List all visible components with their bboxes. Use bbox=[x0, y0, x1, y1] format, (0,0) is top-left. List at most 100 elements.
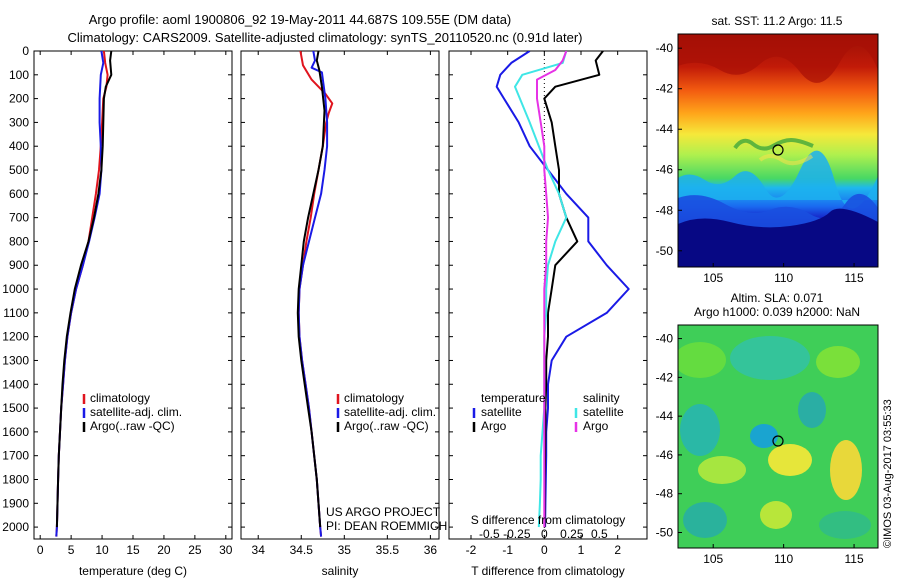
x2-tick-label: 0.25 bbox=[560, 527, 584, 541]
y-tick-label: 0 bbox=[22, 44, 29, 58]
legend-label: climatology bbox=[344, 391, 404, 405]
x-tick-label: 35 bbox=[338, 543, 352, 557]
map-x-tick-label: 110 bbox=[774, 552, 793, 566]
sla-argo-marker bbox=[772, 435, 784, 447]
legend-label: satellite-adj. clim. bbox=[90, 405, 182, 419]
legend-label: satellite-adj. clim. bbox=[344, 405, 436, 419]
y-tick-label: 1100 bbox=[3, 306, 29, 320]
sst-map-title: sat. SST: 11.2 Argo: 11.5 bbox=[712, 14, 843, 28]
difference-plot-frame bbox=[448, 50, 648, 540]
y-tick-label: 2000 bbox=[2, 520, 29, 534]
map-x-tick-label: 110 bbox=[774, 271, 793, 285]
y-tick-label: 400 bbox=[9, 139, 29, 153]
map-y-tick-label: -42 bbox=[656, 82, 674, 96]
y-tick-label: 1200 bbox=[2, 330, 29, 344]
x2-tick-label: -0.25 bbox=[503, 527, 531, 541]
salinity-plot-frame bbox=[240, 50, 440, 540]
sla-heatmap bbox=[678, 325, 878, 548]
y-tick-label: 700 bbox=[9, 211, 29, 225]
credit-label: ©IMOS 03-Aug-2017 03:55:33 bbox=[882, 399, 894, 548]
legend-header-temperature: temperature bbox=[481, 391, 546, 405]
x-tick-label: 1 bbox=[578, 543, 585, 557]
difference-x2label: S difference from climatology bbox=[471, 513, 626, 527]
series-line-argo bbox=[536, 51, 568, 528]
legend-label: climatology bbox=[90, 391, 150, 405]
x-tick-label: -2 bbox=[466, 543, 477, 557]
x-tick-label: 5 bbox=[68, 543, 75, 557]
y-tick-label: 300 bbox=[9, 115, 29, 129]
project-label: US ARGO PROJECT bbox=[326, 505, 441, 519]
y-tick-label: 1500 bbox=[2, 401, 29, 415]
pi-label: PI: DEAN ROEMMICH bbox=[326, 519, 447, 533]
difference-panel: -2 -1 0 1 2 T difference from climatology S di… bbox=[448, 50, 648, 578]
legend-label: satellite bbox=[481, 405, 522, 419]
map-y-tick-label: -40 bbox=[656, 332, 674, 346]
map-x-tick-label: 105 bbox=[703, 271, 723, 285]
x-tick-label: 0 bbox=[541, 543, 548, 557]
x-tick-label: 2 bbox=[614, 543, 621, 557]
x-tick-label: 36 bbox=[424, 543, 438, 557]
x2-tick-label: -0.5 bbox=[479, 527, 500, 541]
y-tick-label: 1300 bbox=[2, 353, 29, 367]
map-y-tick-label: -50 bbox=[656, 525, 674, 539]
difference-xlabel: T difference from climatology bbox=[471, 564, 625, 578]
y-tick-label: 1000 bbox=[2, 282, 29, 296]
series-line-satellite bbox=[514, 51, 568, 528]
y-tick-label: 1600 bbox=[2, 425, 29, 439]
salinity-xlabel: salinity bbox=[322, 564, 359, 578]
temperature-panel: 0 5 10 15 20 25 300100200300400500600700800900… bbox=[2, 44, 233, 578]
map-y-tick-label: -46 bbox=[656, 163, 674, 177]
map-x-tick-label: 105 bbox=[703, 552, 723, 566]
sla-map-title: Altim. SLA: 0.071 bbox=[731, 291, 824, 305]
legend-label: satellite bbox=[583, 405, 624, 419]
map-x-tick-label: 115 bbox=[844, 552, 863, 566]
series-line-argo-raw-qc- bbox=[55, 51, 113, 528]
x-tick-label: 35.5 bbox=[376, 543, 400, 557]
legend-label: Argo bbox=[481, 419, 507, 433]
y-tick-label: 200 bbox=[9, 92, 29, 106]
legend-label: Argo(..raw -QC) bbox=[90, 419, 175, 433]
sst-heatmap bbox=[678, 34, 878, 267]
x2-tick-label: 0.5 bbox=[591, 527, 608, 541]
x-tick-label: 20 bbox=[157, 543, 171, 557]
map-x-tick-label: 115 bbox=[844, 271, 863, 285]
x-tick-label: 0 bbox=[37, 543, 44, 557]
x-tick-label: -1 bbox=[502, 543, 513, 557]
y-tick-label: 900 bbox=[9, 258, 29, 272]
x-tick-label: 25 bbox=[188, 543, 202, 557]
y-tick-label: 100 bbox=[9, 68, 29, 82]
figure-title-line2: Climatology: CARS2009. Satellite-adjuste… bbox=[68, 30, 583, 45]
salinity-panel: 34 34.5 35 35.5 36 salinity climatologysatelli… bbox=[240, 50, 440, 578]
y-tick-label: 500 bbox=[9, 163, 29, 177]
x-tick-label: 34 bbox=[252, 543, 266, 557]
map-y-tick-label: -48 bbox=[656, 487, 674, 501]
sla-map-axes: 105 110 115 -40 -42 -44 -46 -48 -50 bbox=[656, 332, 864, 566]
map-y-tick-label: -46 bbox=[656, 448, 674, 462]
y-tick-label: 1900 bbox=[2, 496, 29, 510]
legend-label: Argo(..raw -QC) bbox=[344, 419, 429, 433]
temperature-plot-frame bbox=[33, 50, 233, 540]
y-tick-label: 1800 bbox=[2, 472, 29, 486]
map-y-tick-label: -48 bbox=[656, 203, 674, 217]
x-tick-label: 15 bbox=[126, 543, 140, 557]
x-tick-label: 30 bbox=[219, 543, 233, 557]
x-tick-label: 34.5 bbox=[290, 543, 314, 557]
sst-map-axes: 105 110 115 -40 -42 -44 -46 -48 -50 bbox=[656, 41, 864, 285]
x2-tick-label: 0 bbox=[541, 527, 548, 541]
x-tick-label: 10 bbox=[95, 543, 109, 557]
sst-argo-marker bbox=[772, 144, 784, 156]
map-y-tick-label: -44 bbox=[656, 122, 674, 136]
y-tick-label: 800 bbox=[9, 234, 29, 248]
y-tick-label: 600 bbox=[9, 187, 29, 201]
map-y-tick-label: -40 bbox=[656, 41, 674, 55]
sla-map-subtitle: Argo h1000: 0.039 h2000: NaN bbox=[694, 305, 860, 319]
series-line-argo-raw-qc- bbox=[296, 51, 326, 528]
map-y-tick-label: -42 bbox=[656, 370, 674, 384]
legend-label: Argo bbox=[583, 419, 609, 433]
map-y-tick-label: -44 bbox=[656, 409, 674, 423]
figure-title-line1: Argo profile: aoml 1900806_92 19-May-201… bbox=[89, 12, 512, 27]
map-y-tick-label: -50 bbox=[656, 244, 674, 258]
y-tick-label: 1700 bbox=[2, 449, 29, 463]
y-tick-label: 1400 bbox=[2, 377, 29, 391]
